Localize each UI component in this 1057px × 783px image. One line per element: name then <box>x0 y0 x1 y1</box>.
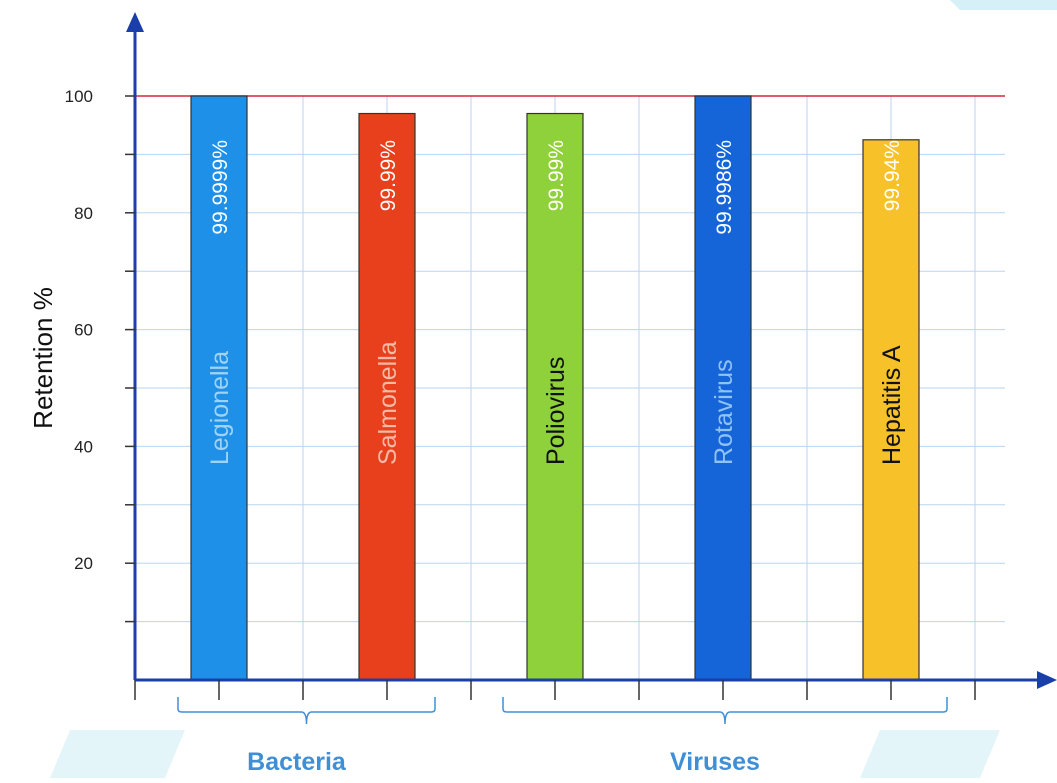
bar-group: Legionella 99.9999% <box>190 95 248 681</box>
y-tick-label: 40 <box>74 437 93 456</box>
y-tick-label: 60 <box>74 321 93 340</box>
bar-group: Salmonella 99.99% <box>358 112 416 681</box>
ticks: 20 40 60 80 100 <box>65 87 976 700</box>
bar-group: Poliovirus 99.99% <box>526 112 584 681</box>
bar <box>190 95 248 681</box>
bar <box>694 95 752 681</box>
bar <box>526 112 584 681</box>
bar-category-label: Legionella <box>206 351 234 465</box>
bar-category-label: Salmonella <box>374 341 402 465</box>
bar-value-label: 99.99% <box>545 140 568 211</box>
bar-group: Rotavirus 99.9986% <box>694 95 752 681</box>
y-axis-arrow-icon <box>126 12 144 32</box>
y-tick-label: 20 <box>74 554 93 573</box>
y-tick-label: 100 <box>65 87 93 106</box>
group-bracket <box>502 697 948 725</box>
group-brackets: Bacteria Viruses <box>177 697 948 776</box>
bars: Legionella99.9999%Salmonella99.99%Poliov… <box>190 95 920 681</box>
decor-shape-top-right <box>950 0 1057 10</box>
decor-shape-bottom-right <box>860 730 1000 778</box>
bar-value-label: 99.94% <box>881 140 904 211</box>
y-axis-title: Retention % <box>28 287 58 429</box>
bar-category-label: Rotavirus <box>710 359 738 465</box>
bar-category-label: Hepatitis A <box>878 345 906 465</box>
bar-value-label: 99.9986% <box>713 140 736 235</box>
bar-group: Hepatitis A 99.94% <box>862 139 920 681</box>
group-label: Viruses <box>670 748 760 776</box>
bar <box>358 112 416 681</box>
decor-shape-bottom-left <box>50 730 185 778</box>
y-tick-label: 80 <box>74 204 93 223</box>
bar-value-label: 99.9999% <box>209 140 232 235</box>
group-bracket <box>177 697 436 725</box>
bar-value-label: 99.99% <box>377 140 400 211</box>
bar-category-label: Poliovirus <box>542 357 570 465</box>
group-label: Bacteria <box>247 748 347 776</box>
x-axis-arrow-icon <box>1037 671 1057 689</box>
